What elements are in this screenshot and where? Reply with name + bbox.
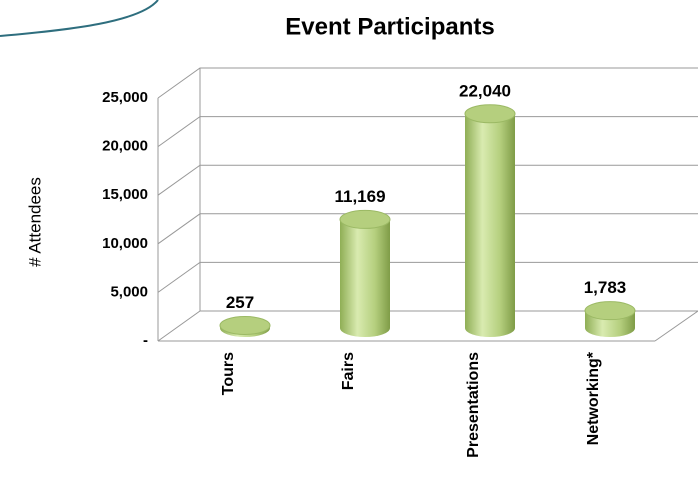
grid-line (157, 116, 698, 148)
y-tick-label: - (143, 332, 148, 349)
value-label: 11,169 (334, 187, 385, 206)
value-label: 1,783 (584, 278, 627, 297)
grid-line (157, 213, 698, 245)
value-label: 22,040 (459, 81, 511, 100)
bar-top (219, 316, 271, 336)
bar-top (339, 209, 391, 229)
y-tick-label: 10,000 (102, 235, 148, 252)
x-tick-label: Networking* (585, 351, 602, 445)
y-tick-label: 5,000 (110, 283, 148, 300)
bar-bottom (465, 319, 515, 337)
bar-body (340, 219, 390, 328)
decor-curve (0, 0, 159, 37)
y-tick-label: 20,000 (102, 138, 148, 155)
y-axis-label: # Attendees (25, 177, 44, 267)
bar-body (465, 113, 515, 328)
x-tick-label: Fairs (340, 352, 357, 390)
y-tick-label: 15,000 (102, 186, 148, 203)
grid-line (157, 164, 698, 196)
bar-bottom (340, 319, 390, 337)
x-tick-label: Tours (220, 352, 237, 395)
y-tick-label: 25,000 (102, 89, 148, 106)
grid-line (157, 261, 698, 293)
grid-line (157, 67, 698, 99)
bar-top (584, 301, 636, 321)
x-tick-label: Presentations (465, 352, 482, 458)
value-label: 257 (226, 293, 254, 312)
chart-title: Event Participants (285, 13, 494, 40)
floor-right (654, 310, 698, 342)
bar-bottom (585, 319, 635, 337)
grid-line (157, 310, 698, 342)
bar-top (464, 104, 516, 124)
